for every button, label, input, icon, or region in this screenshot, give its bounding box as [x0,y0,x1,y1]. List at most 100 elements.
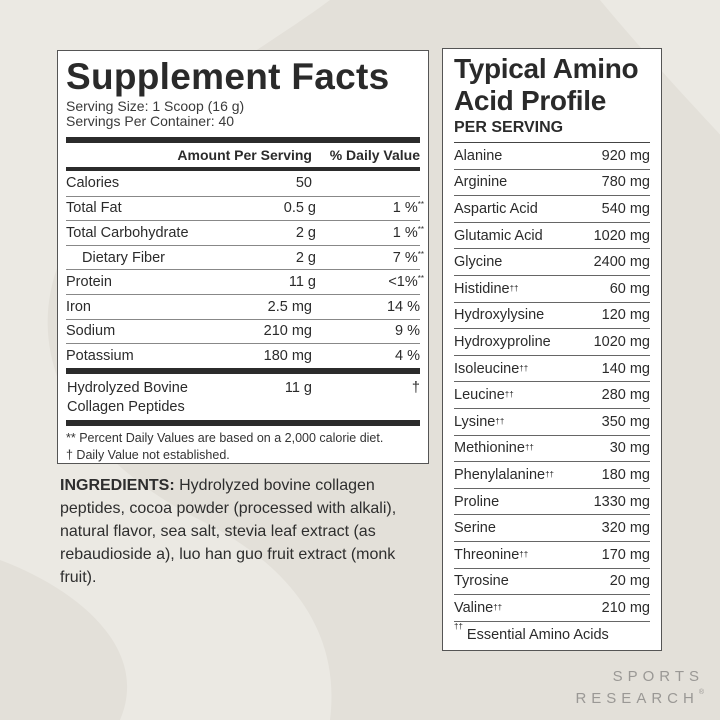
amino-row: Glycine 2400 mg [454,249,650,276]
amino-name: Proline [454,493,500,510]
amino-name: Histidine [454,280,510,297]
supplement-facts-title: Supplement Facts [66,56,390,97]
amino-row: Tyrosine 20 mg [454,569,650,596]
serving-size: Serving Size: 1 Scoop (16 g) [66,98,245,114]
amino-subtitle: PER SERVING [454,117,650,143]
nutrient-daily-value: 4 % [312,348,420,364]
amino-row: Threonine †† 170 mg [454,542,650,569]
essential-mark: †† [519,549,529,559]
nutrient-daily-value: † [411,379,420,396]
nutrient-amount: 11 g [288,274,316,291]
nutrient-name: Dietary Fiber [82,249,165,266]
amino-title-line2: Acid Profile [454,85,606,116]
essential-mark: †† [495,416,505,426]
amino-value: 1330 mg [593,493,650,510]
amino-row: Hydroxylysine 120 mg [454,303,650,330]
nutrient-daily-value: 9 % [312,323,420,339]
nutrient-amount: 2 g [295,224,316,241]
amino-value: 320 mg [601,520,650,537]
nutrient-amount: 180 mg [263,347,312,364]
amino-value: 280 mg [601,387,650,404]
nutrient-amount: 0.5 g [283,200,316,217]
nutrient-name: Protein [66,274,112,291]
amino-row: Lysine †† 350 mg [454,409,650,436]
amino-name: Isoleucine [454,360,520,377]
essential-mark: †† [519,363,529,373]
amino-value: 350 mg [601,413,650,430]
nutrient-name: Sodium [66,323,116,340]
amino-row: Isoleucine †† 140 mg [454,356,650,383]
dv-mark: ** [417,224,424,234]
essential-mark: †† [493,602,503,612]
registered-mark: ® [698,689,704,696]
amino-row: Methionine †† 30 mg [454,436,650,463]
table-row: Total Carbohydrate 2 g 1 %** [66,220,424,245]
amino-name: Leucine [454,387,505,404]
nutrient-amount: 210 mg [263,323,312,340]
nutrient-name: Hydrolyzed Bovine [67,379,188,396]
amino-value: 180 mg [601,466,650,483]
amino-value: 170 mg [601,546,650,563]
amino-acid-profile-panel: Typical Amino Acid Profile PER SERVING A… [442,48,662,651]
amino-value: 1020 mg [593,333,650,350]
amino-value: 780 mg [601,174,650,191]
dv-value: 1 % [392,224,418,241]
dv-value: 9 % [395,323,420,340]
amino-title-line1: Typical Amino [454,53,639,84]
amino-row: Proline 1330 mg [454,489,650,516]
amino-footnote: †† Essential Amino Acids [454,622,650,648]
divider [66,137,420,143]
nutrient-daily-value: 7 %** [316,250,424,266]
footnote-mark: †† [454,621,463,631]
footnote: ** Percent Daily Values are based on a 2… [66,430,384,445]
supplement-facts-panel: Supplement Facts Serving Size: 1 Scoop (… [57,50,429,464]
amino-name: Glycine [454,254,503,271]
essential-mark: †† [504,390,514,400]
footnote: † Daily Value not established. [66,447,230,462]
brand-line1: SPORTS [612,668,704,685]
amount-header: Amount Per Serving [177,147,312,163]
nutrient-name: Total Carbohydrate [66,224,189,241]
servings-per-container: Servings Per Container: 40 [66,113,235,129]
amino-row: Arginine 780 mg [454,170,650,197]
amino-name: Aspartic Acid [454,200,538,217]
dv-value: <1% [388,274,418,291]
nutrient-name: Potassium [66,347,134,364]
amino-value: 540 mg [601,200,650,217]
amino-row: Alanine 920 mg [454,143,650,170]
amino-value: 120 mg [601,307,650,324]
daily-value-header: % Daily Value [329,147,420,163]
dv-value: 4 % [395,347,420,364]
table-row: Sodium 210 mg 9 % [66,318,420,344]
dv-value: 14 % [386,298,420,315]
table-row: Potassium 180 mg 4 % [66,343,420,368]
brand-logo: SPORTS RESEARCH® [575,666,704,710]
amino-row: Leucine †† 280 mg [454,382,650,409]
table-row: Protein 11 g <1%** [66,269,424,294]
ingredients: INGREDIENTS: Hydrolyzed bovine collagen … [60,474,405,589]
divider [66,367,420,374]
nutrient-daily-value: <1%** [316,274,424,290]
dv-value: 7 % [392,249,418,266]
amino-row: Phenylalanine †† 180 mg [454,462,650,489]
amino-name: Alanine [454,147,503,164]
amino-row: Hydroxyproline 1020 mg [454,329,650,356]
amino-value: 140 mg [601,360,650,377]
amino-name: Glutamic Acid [454,227,543,244]
amino-name: Lysine [454,413,496,430]
dv-mark: ** [417,274,424,284]
amino-name: Threonine [454,546,520,563]
dv-value: 1 % [392,200,418,217]
amino-row: Aspartic Acid 540 mg [454,196,650,223]
amino-value: 1020 mg [593,227,650,244]
amino-name: Hydroxylysine [454,307,545,324]
amino-value: 210 mg [601,599,650,616]
nutrient-amount: 11 g [284,379,312,396]
nutrient-name: Collagen Peptides [67,398,185,415]
nutrient-name: Iron [66,298,91,315]
amino-row: Valine †† 210 mg [454,595,650,622]
brand-line2: RESEARCH [575,690,699,707]
ingredients-label: INGREDIENTS: [60,477,175,494]
divider [66,419,420,426]
amino-name: Phenylalanine [454,466,546,483]
